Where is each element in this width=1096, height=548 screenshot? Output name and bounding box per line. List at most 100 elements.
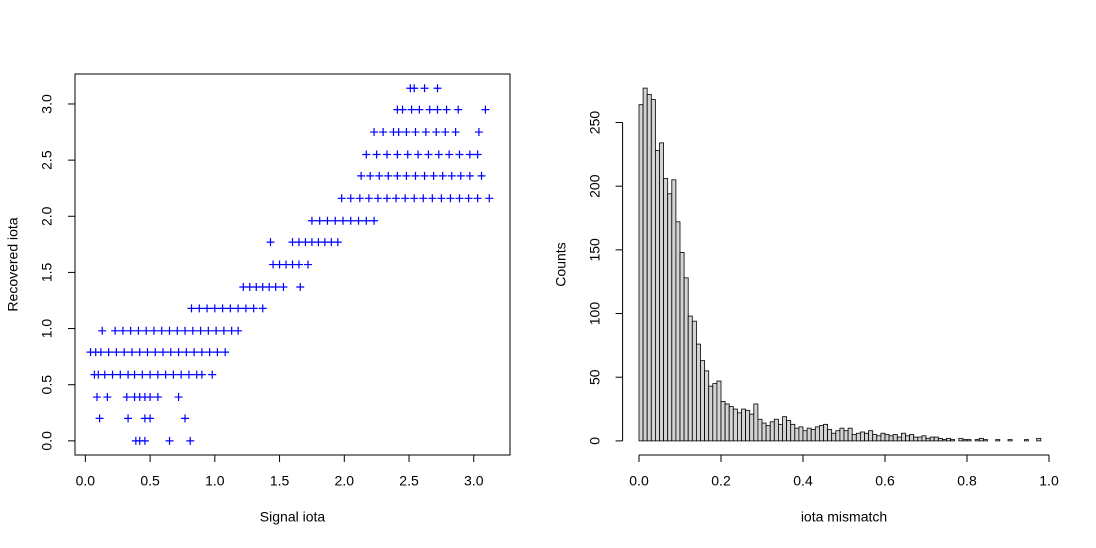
y-tick-label: 0.5 [39,375,55,395]
point [362,150,371,159]
bar [901,432,906,442]
bar [802,430,808,442]
point [218,304,227,313]
point [203,304,212,313]
bar [794,427,800,442]
bar [650,99,656,442]
point [271,283,280,292]
point [151,348,160,357]
point [143,348,152,357]
point [398,105,407,114]
point [197,348,206,357]
y-tick-label: 100 [586,302,602,326]
point [432,128,441,137]
bar [995,439,1001,442]
bar [638,104,644,442]
bar [655,150,660,442]
point [411,128,420,137]
point [138,370,147,379]
bar [958,437,964,442]
point [122,393,131,402]
point [208,370,217,379]
bar [659,142,664,442]
point [445,150,454,159]
point [124,414,133,423]
point [210,304,219,313]
point [414,150,423,159]
y-tick-label: 3.0 [39,94,55,114]
bar [790,423,796,442]
point [140,436,149,445]
point [126,326,135,335]
point [174,393,183,402]
x-axis-title: iota mismatch [801,509,887,525]
point [402,128,411,137]
point [204,326,213,335]
point [315,216,324,225]
point [420,171,429,180]
point [333,238,342,247]
point [383,194,392,203]
point [116,370,125,379]
x-tick-label: 0.6 [875,473,895,489]
point [296,283,305,292]
point [434,150,443,159]
bar [978,437,984,442]
bar [884,434,890,442]
bar [642,87,648,442]
point [166,348,175,357]
point [98,326,107,335]
point [394,128,403,137]
point [165,436,174,445]
point [146,414,155,423]
point [442,105,451,114]
bar [913,436,919,442]
bar [864,432,869,442]
bar [700,360,705,442]
y-tick-label: 0 [586,437,602,445]
bar [974,439,980,442]
point [196,326,205,335]
point [127,348,136,357]
point [383,150,392,159]
point [441,128,450,137]
point [447,171,456,180]
x-tick-label: 0.5 [140,473,160,489]
bar [671,179,677,442]
point [331,216,340,225]
bar [769,421,775,442]
x-tick-label: 0.8 [957,473,977,489]
bar [847,427,853,442]
x-tick-label: 0.0 [76,473,96,489]
bar [810,429,816,442]
point [100,370,109,379]
point [181,414,190,423]
point [373,194,382,203]
y-tick-label: 2.5 [39,150,55,170]
x-tick-label: 1.0 [205,473,225,489]
bar [716,380,722,442]
point [384,171,393,180]
point [294,260,303,269]
point [420,84,429,93]
point [169,370,178,379]
bar [737,412,742,442]
bar [933,436,939,442]
bar [675,221,681,442]
bar [929,436,935,442]
point [357,171,366,180]
point [165,326,174,335]
point [433,105,442,114]
point [188,326,197,335]
point [174,348,183,357]
bar [942,439,947,442]
bar [798,426,804,442]
point [392,194,401,203]
point [112,348,121,357]
point [184,370,193,379]
y-tick-label: 150 [586,238,602,262]
point [95,414,104,423]
bar [843,430,849,442]
bar [683,277,689,442]
point [153,370,162,379]
